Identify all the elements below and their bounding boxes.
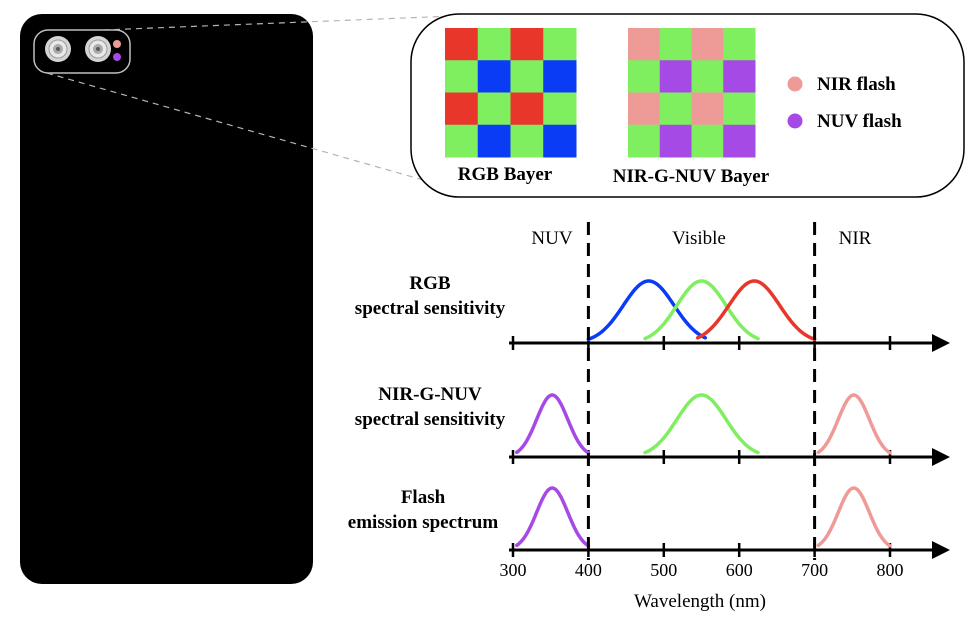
nirgnuv-bayer-cell-1-1 [659,60,692,93]
nirgnuv-bayer-cell-0-0 [628,28,661,61]
nirgnuv-bayer-cell-0-1 [659,28,692,61]
nirgnuv-bayer-cell-2-2 [691,92,724,126]
curve-panel1-green [643,279,760,341]
rgb-bayer-cell-0-1 [477,28,511,61]
rgb-bayer-cell-0-0 [445,28,479,61]
rgb-bayer-cell-2-2 [510,92,544,126]
row3-label-line2: emission spectrum [348,512,499,533]
x-tick-label-600: 600 [726,560,753,580]
region-label-visible: Visible [672,228,726,249]
curve-panel1-red [695,279,817,342]
rgb-bayer-cell-3-2 [510,124,544,158]
row2-label-line1: NIR-G-NUV [378,384,482,405]
nirgnuv-bayer-cell-1-3 [723,60,756,93]
rgb-bayer-cell-3-3 [543,124,577,158]
nirgnuv-bayer-cell-3-2 [691,124,724,158]
nirgnuv-bayer-cell-2-0 [628,92,661,126]
spectral-curves [515,279,892,548]
axis-arrow-1 [932,334,950,352]
zoom-line-bottom [46,72,456,190]
row1-label-line2: spectral sensitivity [355,298,506,319]
camera-lens-left [45,36,71,62]
rgb-bayer-cell-0-2 [510,28,544,61]
nirgnuv-bayer-cell-1-2 [691,60,724,93]
curve-panel3-nir [816,486,892,548]
x-tick-label-800: 800 [877,560,904,580]
x-axis-label: Wavelength (nm) [634,591,766,612]
nir-flash-led [113,40,121,48]
x-tick-label-300: 300 [500,560,527,580]
region-boundaries [586,222,817,560]
rgb-bayer-cell-2-3 [543,92,577,126]
legend-nuv-label: NUV flash [817,111,902,132]
nirgnuv-bayer-cell-3-1 [659,124,692,158]
x-tick-label-500: 500 [650,560,677,580]
x-tick-labels: 300 400 500 600 700 800 [500,560,904,580]
rgb-bayer-cell-2-1 [477,92,511,126]
row1-label-line1: RGB [409,273,451,294]
rgb-bayer-grid [445,28,577,158]
region-label-nir: NIR [839,228,872,249]
camera-lens-right [85,36,111,62]
nirgnuv-bayer-cell-0-3 [723,28,756,61]
curve-panel2-nuv [515,393,591,455]
rgb-bayer-cell-2-0 [445,92,479,126]
nirgnuv-bayer-cell-2-1 [659,92,692,126]
rgb-bayer-cell-3-1 [477,124,511,158]
region-label-nuv: NUV [531,228,572,249]
rgb-bayer-cell-1-3 [543,60,577,93]
nirgnuv-bayer-cell-1-0 [628,60,661,93]
curve-panel2-nir [816,393,892,455]
rgb-bayer-caption: RGB Bayer [458,164,553,185]
phone-body [20,14,313,584]
row2-label-line2: spectral sensitivity [355,409,506,430]
rgb-bayer-cell-1-2 [510,60,544,93]
zoom-line-top [102,15,456,31]
nirgnuv-bayer-cell-3-3 [723,124,756,158]
legend-nir-swatch [787,76,803,92]
nuv-flash-led [113,53,121,61]
legend-nuv-swatch [787,113,803,129]
curve-panel2-green [643,393,760,455]
x-tick-label-400: 400 [575,560,602,580]
rgb-bayer-cell-1-0 [445,60,479,93]
nirgnuv-bayer-cell-3-0 [628,124,661,158]
curve-panel3-nuv [515,486,591,548]
nirgnuv-bayer-caption: NIR-G-NUV Bayer [613,166,770,187]
row3-label-line1: Flash [401,487,446,508]
axis-arrow-2 [932,448,950,466]
axis-arrow-3 [932,541,950,559]
nirgnuv-bayer-grid [628,28,756,158]
rgb-bayer-cell-3-0 [445,124,479,158]
rgb-bayer-cell-1-1 [477,60,511,93]
rgb-bayer-cell-0-3 [543,28,577,61]
camera-module [33,29,131,74]
nirgnuv-bayer-cell-0-2 [691,28,724,61]
nirgnuv-bayer-cell-2-3 [723,92,756,126]
x-tick-label-700: 700 [801,560,828,580]
flash-legend: NIR flash NUV flash [787,74,902,132]
curve-panel1-blue [586,279,708,342]
legend-nir-label: NIR flash [817,74,896,95]
